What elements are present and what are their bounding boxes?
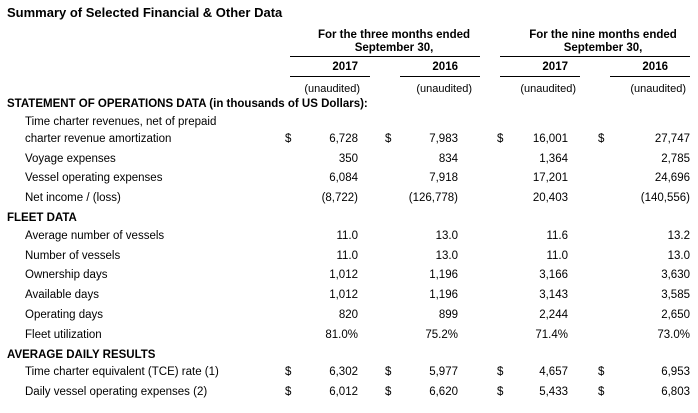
- currency-symbol: $: [385, 366, 392, 379]
- header-nine-months: For the nine months ended September 30,: [518, 29, 688, 55]
- table-cell-value: 5,977: [429, 366, 458, 379]
- header-three-months-line1: For the three months ended: [317, 29, 471, 41]
- currency-symbol: $: [385, 132, 392, 145]
- table-cell-value: 13.2: [667, 229, 690, 242]
- row-label: Vessel operating expenses: [25, 172, 163, 185]
- year-underline-col3: [500, 76, 580, 77]
- currency-symbol: $: [497, 386, 504, 399]
- table-cell-value: 13.0: [435, 249, 458, 262]
- unaudited-col1: (unaudited): [304, 83, 360, 95]
- row-label: Average number of vessels: [25, 229, 165, 242]
- table-cell-value: 71.4%: [535, 328, 568, 341]
- currency-symbol: $: [598, 366, 605, 379]
- year-underline-col4: [610, 76, 690, 77]
- currency-symbol: $: [285, 132, 292, 145]
- row-label: Voyage expenses: [25, 152, 116, 165]
- currency-symbol: $: [598, 386, 605, 399]
- year-header-col4: 2016: [642, 61, 668, 73]
- table-cell-value: 11.0: [546, 249, 568, 262]
- currency-symbol: $: [385, 386, 392, 399]
- section-title: AVERAGE DAILY RESULTS: [7, 348, 156, 361]
- table-cell-value: 6,084: [329, 172, 358, 185]
- row-label: Number of vessels: [25, 249, 121, 262]
- table-cell-value: 2,244: [539, 309, 568, 321]
- unaudited-col2: (unaudited): [416, 83, 472, 95]
- table-cell-value: 6,803: [661, 386, 690, 399]
- row-label: Daily vessel operating expenses (2): [25, 386, 208, 399]
- table-cell-value: 11.0: [336, 249, 358, 262]
- table-cell-value: 75.2%: [425, 328, 458, 341]
- row-label: charter revenue amortization: [25, 132, 172, 145]
- year-header-col3: 2017: [542, 61, 568, 73]
- table-cell-value: 5,433: [539, 386, 568, 399]
- table-cell-value: 834: [438, 152, 458, 165]
- table-cell-value: 7,983: [429, 132, 458, 145]
- table-cell-value: 6,953: [661, 366, 690, 379]
- table-cell-value: 81.0%: [325, 328, 358, 341]
- table-cell-value: 3,143: [539, 289, 568, 302]
- table-cell-value: 4,657: [539, 366, 568, 379]
- table-cell-value: 13.0: [667, 249, 690, 262]
- table-cell-value: 3,630: [661, 269, 690, 282]
- row-label: Time charter equivalent (TCE) rate (1): [25, 366, 219, 379]
- currency-symbol: $: [285, 386, 292, 399]
- row-label: Fleet utilization: [25, 328, 102, 341]
- table-cell-value: 1,196: [429, 269, 458, 282]
- header-nine-months-line2: September 30,: [563, 42, 643, 54]
- table-cell-value: 73.0%: [657, 328, 690, 341]
- table-cell-value: 899: [438, 309, 458, 321]
- row-label: Net income / (loss): [25, 192, 121, 205]
- header-three-months-line2: September 30,: [354, 42, 434, 54]
- currency-symbol: $: [497, 132, 504, 145]
- year-underline-col2: [400, 76, 480, 77]
- header-nine-months-line1: For the nine months ended: [529, 29, 677, 41]
- table-cell-value: 1,364: [539, 152, 568, 165]
- table-cell-value: 6,620: [429, 386, 458, 399]
- table-cell-value: 3,585: [661, 289, 690, 302]
- currency-symbol: $: [285, 366, 292, 379]
- table-cell-value: 1,012: [329, 269, 358, 282]
- table-cell-value: 2,785: [661, 152, 690, 165]
- unaudited-col3: (unaudited): [520, 83, 576, 95]
- table-cell-value: 3,166: [539, 269, 568, 282]
- table-cell-value: 6,302: [329, 366, 358, 379]
- table-cell-value: 2,650: [661, 309, 690, 321]
- table-cell-value: 1,012: [329, 289, 358, 302]
- table-cell-value: 27,747: [654, 132, 690, 145]
- unaudited-col4: (unaudited): [630, 83, 686, 95]
- year-header-col2: 2016: [432, 61, 458, 73]
- header-three-months: For the three months ended September 30,: [308, 29, 480, 55]
- table-cell-value: (126,778): [408, 192, 458, 205]
- row-label: Ownership days: [25, 269, 108, 282]
- table-cell-value: (140,556): [640, 192, 690, 205]
- page-title: Summary of Selected Financial & Other Da…: [7, 5, 283, 20]
- year-header-col1: 2017: [332, 61, 358, 73]
- header-underline-group1: [290, 56, 480, 57]
- row-label: Time charter revenues, net of prepaid: [25, 115, 217, 128]
- table-cell-value: 6,012: [329, 386, 358, 399]
- row-label: Operating days: [25, 309, 103, 321]
- year-underline-col1: [290, 76, 370, 77]
- table-cell-value: 24,696: [654, 172, 690, 185]
- table-cell-value: 20,403: [532, 192, 568, 205]
- row-label: Available days: [25, 289, 99, 302]
- table-cell-value: 16,001: [532, 132, 568, 145]
- section-title: FLEET DATA: [7, 212, 77, 224]
- table-cell-value: (8,722): [321, 192, 358, 205]
- table-cell-value: 11.6: [546, 229, 568, 242]
- table-cell-value: 350: [338, 152, 358, 165]
- currency-symbol: $: [497, 366, 504, 379]
- table-cell-value: 11.0: [336, 229, 358, 242]
- table-cell-value: 6,728: [329, 132, 358, 145]
- table-cell-value: 7,918: [429, 172, 458, 185]
- section-title: STATEMENT OF OPERATIONS DATA (in thousan…: [7, 98, 368, 110]
- table-cell-value: 13.0: [435, 229, 458, 242]
- table-cell-value: 17,201: [532, 172, 568, 185]
- table-cell-value: 820: [338, 309, 358, 321]
- table-cell-value: 1,196: [429, 289, 458, 302]
- header-underline-group2: [500, 56, 690, 57]
- currency-symbol: $: [598, 132, 605, 145]
